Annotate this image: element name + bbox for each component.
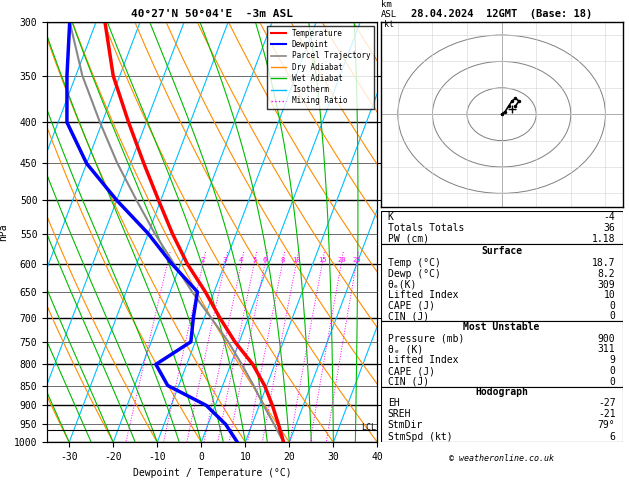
Text: Pressure (mb): Pressure (mb) <box>388 333 464 344</box>
Text: 36: 36 <box>604 223 615 233</box>
Text: 5: 5 <box>252 257 257 263</box>
Text: Totals Totals: Totals Totals <box>388 223 464 233</box>
Text: CIN (J): CIN (J) <box>388 377 429 387</box>
Text: 3: 3 <box>223 257 227 263</box>
Text: Lifted Index: Lifted Index <box>388 290 459 300</box>
Text: θₑ (K): θₑ (K) <box>388 345 423 354</box>
Text: 900: 900 <box>598 333 615 344</box>
Text: 1: 1 <box>165 257 169 263</box>
Text: Temp (°C): Temp (°C) <box>388 259 441 268</box>
Text: LCL: LCL <box>361 422 376 432</box>
Text: 40°27'N 50°04'E  -3m ASL: 40°27'N 50°04'E -3m ASL <box>131 9 293 19</box>
Text: Surface: Surface <box>481 246 522 256</box>
Text: Hodograph: Hodograph <box>475 387 528 397</box>
Text: 10: 10 <box>604 290 615 300</box>
X-axis label: Dewpoint / Temperature (°C): Dewpoint / Temperature (°C) <box>133 468 292 478</box>
Text: 0: 0 <box>610 300 615 311</box>
Text: CAPE (J): CAPE (J) <box>388 366 435 376</box>
Legend: Temperature, Dewpoint, Parcel Trajectory, Dry Adiabat, Wet Adiabat, Isotherm, Mi: Temperature, Dewpoint, Parcel Trajectory… <box>267 26 374 108</box>
Bar <box>381 387 623 442</box>
Text: 0: 0 <box>610 377 615 387</box>
Text: 15: 15 <box>318 257 326 263</box>
Text: 2: 2 <box>201 257 205 263</box>
Bar <box>381 321 623 387</box>
Text: Dewp (°C): Dewp (°C) <box>388 269 441 279</box>
Text: km
ASL: km ASL <box>381 0 397 19</box>
Text: 8.2: 8.2 <box>598 269 615 279</box>
Text: © weatheronline.co.uk: © weatheronline.co.uk <box>449 454 554 464</box>
Text: 0: 0 <box>610 366 615 376</box>
Text: 20: 20 <box>337 257 345 263</box>
Text: 79°: 79° <box>598 420 615 431</box>
Text: 28.04.2024  12GMT  (Base: 18): 28.04.2024 12GMT (Base: 18) <box>411 9 593 19</box>
Text: -27: -27 <box>598 398 615 408</box>
Text: 8: 8 <box>281 257 284 263</box>
Text: 4: 4 <box>239 257 243 263</box>
Bar <box>381 211 623 244</box>
Text: 25: 25 <box>352 257 360 263</box>
Text: Lifted Index: Lifted Index <box>388 355 459 365</box>
Text: 1.18: 1.18 <box>592 234 615 244</box>
Text: 18.7: 18.7 <box>592 259 615 268</box>
Text: -4: -4 <box>604 212 615 222</box>
Text: SREH: SREH <box>388 409 411 419</box>
Text: CIN (J): CIN (J) <box>388 311 429 321</box>
Text: EH: EH <box>388 398 399 408</box>
Text: StmDir: StmDir <box>388 420 423 431</box>
Text: K: K <box>388 212 394 222</box>
Text: CAPE (J): CAPE (J) <box>388 300 435 311</box>
Bar <box>381 244 623 321</box>
Text: 311: 311 <box>598 345 615 354</box>
Text: θₑ(K): θₑ(K) <box>388 279 417 290</box>
Text: Most Unstable: Most Unstable <box>464 322 540 332</box>
Text: 9: 9 <box>610 355 615 365</box>
Y-axis label: hPa: hPa <box>0 223 8 241</box>
Text: kt: kt <box>384 20 394 29</box>
Text: 6: 6 <box>610 432 615 442</box>
Text: PW (cm): PW (cm) <box>388 234 429 244</box>
Text: 6: 6 <box>263 257 267 263</box>
Text: StmSpd (kt): StmSpd (kt) <box>388 432 452 442</box>
Text: 0: 0 <box>610 311 615 321</box>
Text: 10: 10 <box>292 257 301 263</box>
Text: -21: -21 <box>598 409 615 419</box>
Text: 309: 309 <box>598 279 615 290</box>
